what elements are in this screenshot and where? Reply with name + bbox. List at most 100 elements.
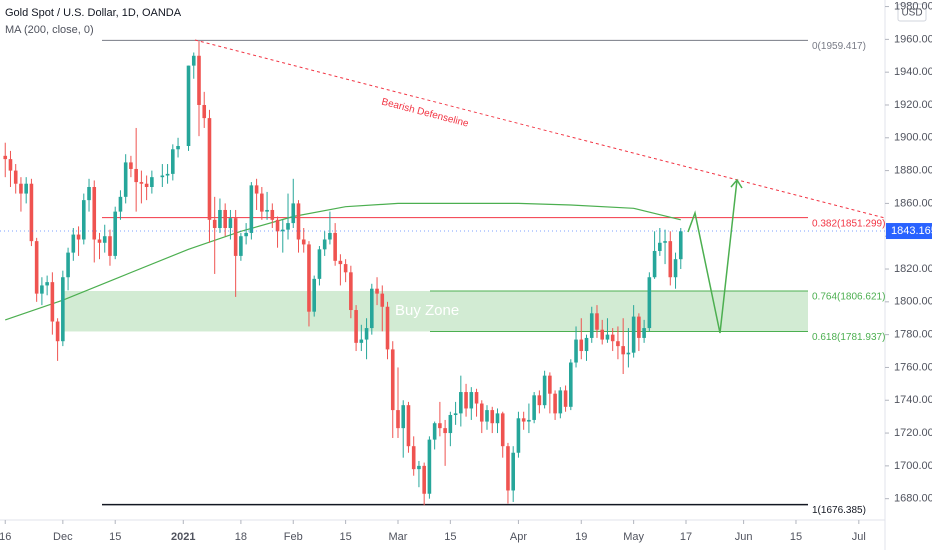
candle-body: [673, 259, 678, 278]
candle-body: [621, 346, 625, 355]
candle-body: [328, 232, 332, 240]
candle-body: [343, 264, 348, 273]
candle-body: [207, 118, 212, 220]
candle-body: [380, 293, 385, 307]
candle-body: [406, 405, 411, 447]
buy-zone: [62, 290, 808, 332]
candle-body: [401, 405, 406, 429]
candle-body: [500, 413, 505, 447]
candle-body: [605, 334, 610, 340]
x-tick-label: 19: [575, 531, 587, 543]
candle-body: [249, 185, 254, 233]
candle-body: [108, 236, 112, 256]
candle-body: [631, 316, 636, 353]
candle-body: [385, 306, 390, 350]
y-tick-label: 1820.000: [894, 263, 932, 275]
candle-body: [668, 241, 673, 278]
candle-body: [280, 229, 285, 232]
last-price-label: 1843.165: [891, 225, 932, 237]
candle-body: [626, 352, 631, 355]
candle-body: [244, 232, 248, 237]
candle-body: [642, 328, 646, 338]
x-tick-label: Apr: [510, 531, 527, 543]
candle-body: [579, 339, 584, 352]
candle-body: [542, 375, 547, 406]
candle-body: [228, 218, 233, 229]
candle-body: [186, 65, 191, 146]
candle-body: [61, 277, 65, 342]
candle-body: [254, 185, 259, 194]
fib-level-label: 0.764(1806.621): [812, 292, 885, 303]
candle-body: [129, 162, 133, 169]
candle-body: [370, 288, 374, 329]
candle-body: [600, 329, 605, 340]
candle-body: [521, 418, 526, 422]
candle-body: [459, 392, 463, 414]
candle-body: [286, 223, 290, 230]
moving-average: [5, 202, 681, 321]
x-tick-label: 16: [0, 531, 11, 543]
candle-body: [260, 193, 264, 212]
candle-body: [563, 390, 568, 407]
candle-body: [427, 439, 432, 494]
candle-body: [118, 196, 123, 212]
candle-body: [364, 328, 369, 340]
candle-body: [134, 168, 138, 183]
candle-body: [647, 277, 652, 329]
candle-body: [13, 170, 18, 184]
fib-level-label: 1(1676.385): [812, 505, 866, 516]
candle-body: [637, 316, 641, 338]
candle-body: [616, 341, 620, 347]
candle-body: [87, 187, 91, 201]
candle-body: [50, 282, 55, 322]
candle-body: [144, 183, 149, 188]
candle-body: [485, 410, 489, 422]
candle-body: [97, 239, 102, 243]
candle-body: [474, 392, 479, 404]
candle-body: [584, 337, 589, 352]
candle-body: [212, 219, 217, 229]
candle-body: [506, 446, 510, 491]
y-tick-label: 1680.000: [894, 493, 932, 505]
candle-body: [568, 362, 573, 407]
currency-box[interactable]: [897, 3, 927, 22]
candle-body: [160, 175, 165, 178]
candle-body: [453, 413, 458, 416]
candle-body: [516, 418, 521, 453]
candle-body: [359, 339, 364, 343]
y-tick-label: 1860.000: [894, 197, 932, 209]
candle-body: [40, 285, 44, 294]
last-price-box: [886, 223, 932, 240]
candle-body: [29, 183, 34, 242]
y-tick-label: 1800.000: [894, 296, 932, 308]
candle-body: [312, 278, 317, 312]
x-tick-label: 15: [444, 531, 456, 543]
candle-body: [71, 234, 76, 253]
x-tick-label: 15: [109, 531, 121, 543]
candle-body: [438, 423, 442, 429]
candle-body: [165, 173, 170, 176]
candle-body: [333, 232, 337, 261]
candle-body: [239, 236, 243, 256]
candle-body: [123, 162, 128, 197]
candle-body: [411, 446, 416, 470]
y-tick-label: 1940.000: [894, 66, 932, 78]
candle-body: [275, 219, 280, 232]
candle-body: [202, 104, 207, 119]
candle-body: [150, 177, 154, 188]
candle-body: [511, 452, 515, 491]
currency[interactable]: USD: [901, 8, 922, 19]
x-tick-label: Jun: [735, 531, 753, 543]
x-tick-label: 15: [339, 531, 351, 543]
candle-body: [171, 149, 175, 174]
candle-body: [55, 321, 60, 342]
candle-body: [479, 403, 484, 422]
candle-body: [301, 239, 306, 245]
candle-body: [307, 244, 311, 312]
candle-body: [34, 241, 39, 294]
candle-body: [76, 234, 81, 240]
candle-body: [24, 183, 28, 194]
candle-body: [396, 410, 400, 429]
candle-body: [349, 272, 353, 311]
y-tick-label: 1920.000: [894, 99, 932, 111]
